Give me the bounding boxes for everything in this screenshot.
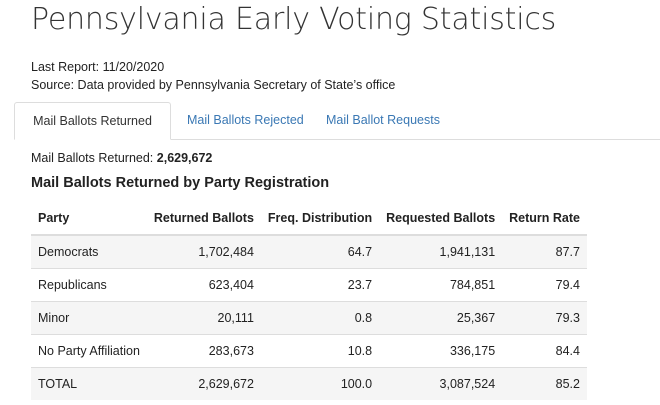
cell-returned: 20,111 <box>146 301 261 335</box>
cell-requested: 1,941,131 <box>379 234 503 269</box>
table-row: Republicans 623,404 23.7 784,851 79.4 <box>31 268 587 302</box>
cell-return-rate: 79.3 <box>502 301 587 335</box>
tab-mail-ballots-returned[interactable]: Mail Ballots Returned <box>14 102 171 140</box>
cell-requested: 25,367 <box>379 301 503 335</box>
cell-returned: 2,629,672 <box>146 367 261 400</box>
table-row-total: TOTAL 2,629,672 100.0 3,087,524 85.2 <box>31 367 587 400</box>
cell-returned: 283,673 <box>146 334 261 368</box>
table-row: Minor 20,111 0.8 25,367 79.3 <box>31 301 587 335</box>
page-title: Pennsylvania Early Voting Statistics <box>31 2 557 37</box>
header-party: Party <box>31 202 147 236</box>
tab-mail-ballot-requests[interactable]: Mail Ballot Requests <box>326 113 440 127</box>
cell-return-rate: 84.4 <box>502 334 587 368</box>
cell-freq: 0.8 <box>260 301 380 335</box>
cell-party: Democrats <box>31 234 147 269</box>
party-table: Party Returned Ballots Freq. Distributio… <box>31 202 587 400</box>
table-row: No Party Affiliation 283,673 10.8 336,17… <box>31 334 587 368</box>
returned-summary: Mail Ballots Returned: 2,629,672 <box>31 151 212 165</box>
summary-label: Mail Ballots Returned: <box>31 151 157 165</box>
table-header-row: Party Returned Ballots Freq. Distributio… <box>31 202 587 236</box>
cell-return-rate: 87.7 <box>502 234 587 269</box>
source-note: Source: Data provided by Pennsylvania Se… <box>31 78 396 92</box>
summary-value: 2,629,672 <box>156 151 213 165</box>
cell-party: No Party Affiliation <box>31 334 147 368</box>
cell-freq: 64.7 <box>260 234 380 269</box>
cell-return-rate: 79.4 <box>502 268 587 302</box>
cell-returned: 623,404 <box>146 268 261 302</box>
header-requested-ballots: Requested Ballots <box>379 202 503 236</box>
cell-freq: 100.0 <box>260 367 380 400</box>
header-return-rate: Return Rate <box>502 202 587 236</box>
tab-mail-ballots-rejected[interactable]: Mail Ballots Rejected <box>187 113 304 127</box>
header-freq-distribution: Freq. Distribution <box>260 202 380 236</box>
tab-bar: Mail Ballots Returned Mail Ballots Rejec… <box>14 102 660 140</box>
cell-freq: 10.8 <box>260 334 380 368</box>
cell-return-rate: 85.2 <box>502 367 587 400</box>
cell-requested: 336,175 <box>379 334 503 368</box>
last-report: Last Report: 11/20/2020 <box>31 60 165 74</box>
table-row: Democrats 1,702,484 64.7 1,941,131 87.7 <box>31 234 587 269</box>
cell-requested: 3,087,524 <box>379 367 503 400</box>
cell-freq: 23.7 <box>260 268 380 302</box>
header-returned-ballots: Returned Ballots <box>146 202 261 236</box>
cell-party: Minor <box>31 301 147 335</box>
cell-party: Republicans <box>31 268 147 302</box>
cell-requested: 784,851 <box>379 268 503 302</box>
cell-returned: 1,702,484 <box>146 234 261 269</box>
section-title: Mail Ballots Returned by Party Registrat… <box>31 175 330 191</box>
cell-party: TOTAL <box>31 367 147 400</box>
